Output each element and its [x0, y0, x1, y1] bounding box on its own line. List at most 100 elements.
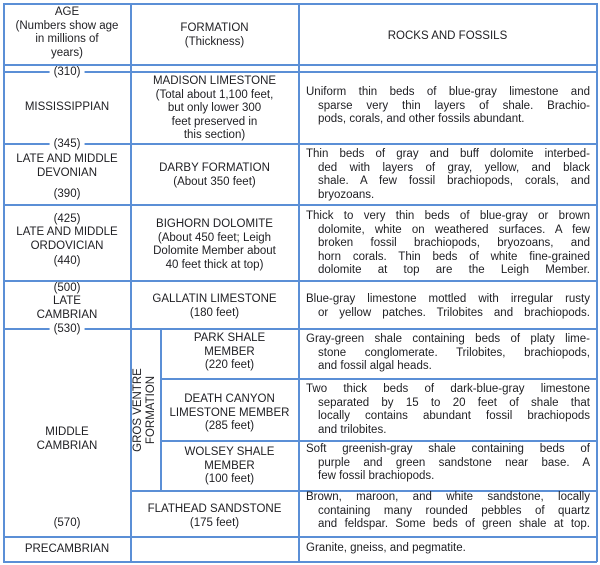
age-label: (345)	[49, 138, 85, 150]
period-line: CAMBRIAN	[36, 439, 98, 452]
rule	[3, 3, 597, 5]
rocks-line: stone conglomerate. Trilobites, brachiop…	[318, 346, 590, 359]
formation-line: BIGHORN DOLOMITE	[156, 218, 273, 230]
header-formation-line: (Thickness)	[184, 35, 245, 48]
age-label: (310)	[49, 66, 85, 78]
formation-line: PARK SHALE	[193, 332, 266, 344]
rocks-line: pods, corals, and other fossils abundant…	[318, 113, 525, 125]
age-label: (500)	[49, 282, 85, 294]
formation-line: (220 feet)	[204, 359, 255, 371]
rule	[3, 328, 597, 330]
rocks-line: ded with layers of gray, yellow, and bla…	[318, 161, 590, 174]
header-age-line: in millions of	[35, 33, 99, 45]
period-line: LATE AND MIDDLE	[16, 226, 118, 238]
rocks-line: separated by 15 to 20 feet of shale that	[318, 396, 590, 409]
formation-line: (180 feet)	[189, 306, 240, 319]
rocks-wolsey: Soft greenish-gray shale containing beds…	[306, 443, 590, 484]
period-line: LATE	[53, 295, 81, 307]
rule	[160, 378, 597, 380]
rule	[3, 561, 597, 563]
rocks-line: purple and green sandstone near base. A	[318, 456, 590, 469]
formation-death-canyon: DEATH CANYON LIMESTONE MEMBER (285 feet)	[161, 393, 298, 434]
group-gros-ventre: GROS VENTRE FORMATION	[132, 368, 158, 452]
formation-line: (175 feet)	[189, 516, 240, 529]
formation-bighorn: BIGHORN DOLOMITE (About 450 feet; Leigh …	[131, 218, 298, 272]
formation-gallatin: GALLATIN LIMESTONE (180 feet)	[131, 293, 298, 320]
formation-line: WOLSEY SHALE	[184, 446, 275, 458]
period-line: DEVONIAN	[36, 166, 98, 179]
rocks-line: broken fossil brachiopods, bryozoans, an…	[318, 237, 590, 249]
rule	[3, 204, 597, 206]
rocks-line: Soft greenish-gray shale containing beds…	[306, 443, 590, 455]
rule	[130, 490, 597, 492]
header-formation: FORMATION (Thickness)	[131, 22, 298, 49]
period-precambrian: PRECAMBRIAN	[24, 543, 110, 555]
period-mississippian: MISSISSIPPIAN	[24, 101, 110, 113]
age-label: (530)	[49, 323, 85, 335]
rocks-line: Uniform thin beds of blue-gray limestone…	[306, 86, 590, 98]
header-age-line: AGE	[54, 6, 80, 18]
period-line: ORDOVICIAN	[30, 239, 104, 252]
rocks-line: sparse very thin layers of shale. Brachi…	[318, 99, 590, 112]
formation-line: (About 450 feet; Leigh	[157, 231, 272, 244]
formation-line: (About 350 feet)	[173, 175, 256, 188]
rocks-bighorn: Thick to very thin beds of blue-gray or …	[306, 210, 590, 278]
formation-madison: MADISON LIMESTONE (Total about 1,100 fee…	[131, 75, 298, 143]
formation-line: 40 feet thick at top)	[165, 258, 264, 271]
header-age-line: (Numbers show age	[15, 19, 119, 32]
age-label: (390)	[49, 188, 85, 200]
formation-line: but only lower 300	[167, 102, 262, 114]
rule	[3, 71, 597, 73]
rule	[3, 536, 597, 538]
rocks-line: Thick to very thin beds of blue-gray or …	[306, 210, 590, 222]
period-line: CAMBRIAN	[36, 308, 98, 321]
rocks-line: shale. A few fossil brachiopods, corals,…	[318, 175, 590, 187]
formation-line: (Total about 1,100 feet,	[155, 88, 274, 101]
rocks-line: Brown, maroon, and white sandstone, loca…	[306, 491, 590, 503]
rocks-line: Thin beds of gray and buff dolomite inte…	[306, 148, 590, 160]
rocks-line: few fossil brachiopods.	[318, 470, 435, 482]
header-age-line: years)	[51, 46, 83, 59]
rule	[3, 280, 597, 282]
rocks-madison: Uniform thin beds of blue-gray limestone…	[306, 86, 590, 127]
rocks-line: Gray-green shale containing beds of plat…	[306, 333, 590, 345]
formation-line: DARBY FORMATION	[159, 162, 270, 174]
rule	[596, 3, 598, 562]
rocks-line: dolomite at top are the Leigh Member.	[318, 264, 590, 276]
period-line: LATE AND MIDDLE	[16, 153, 118, 165]
rocks-line: Granite, gneiss, and pegmatite.	[306, 542, 466, 554]
rocks-park: Gray-green shale containing beds of plat…	[306, 333, 590, 374]
rocks-line: dolomite, white on weathered surfaces. A…	[318, 223, 590, 236]
rule	[130, 3, 132, 562]
rule	[160, 328, 162, 490]
rule	[160, 440, 597, 442]
formation-wolsey: WOLSEY SHALE MEMBER (100 feet)	[161, 446, 298, 487]
rocks-gallatin: Blue-gray limestone mottled with irregul…	[306, 293, 590, 320]
rocks-line: and feldspar. Some beds of green shale a…	[318, 518, 590, 530]
rocks-death-canyon: Two thick beds of dark-blue-gray limesto…	[306, 383, 590, 437]
rule	[3, 143, 597, 145]
period-middle-cambrian: MIDDLE CAMBRIAN	[4, 426, 130, 453]
rocks-darby: Thin beds of gray and buff dolomite inte…	[306, 148, 590, 202]
period-devonian: LATE AND MIDDLE DEVONIAN	[4, 153, 130, 180]
rocks-line: bryozoans.	[318, 188, 375, 201]
period-ordovician: LATE AND MIDDLE ORDOVICIAN	[4, 226, 130, 253]
formation-darby: DARBY FORMATION (About 350 feet)	[131, 162, 298, 189]
formation-line: (100 feet)	[204, 473, 255, 485]
header-formation-line: FORMATION	[180, 22, 249, 34]
rocks-line: and trilobites.	[318, 423, 387, 436]
period-late-cambrian: LATE CAMBRIAN	[4, 295, 130, 322]
formation-line: MEMBER	[204, 459, 255, 472]
age-label: (570)	[49, 517, 85, 529]
group-line: FORMATION	[145, 375, 157, 445]
age-label: (440)	[49, 255, 85, 267]
formation-park: PARK SHALE MEMBER (220 feet)	[161, 332, 298, 373]
rocks-precambrian: Granite, gneiss, and pegmatite.	[306, 542, 590, 556]
rocks-line: Blue-gray limestone mottled with irregul…	[306, 293, 590, 305]
formation-flathead: FLATHEAD SANDSTONE (175 feet)	[131, 503, 298, 530]
rule	[3, 64, 597, 66]
rocks-line: horn corals. Thin beds of white fine-gra…	[318, 250, 590, 263]
formation-line: MADISON LIMESTONE	[152, 75, 277, 87]
group-line: GROS VENTRE	[132, 368, 144, 452]
